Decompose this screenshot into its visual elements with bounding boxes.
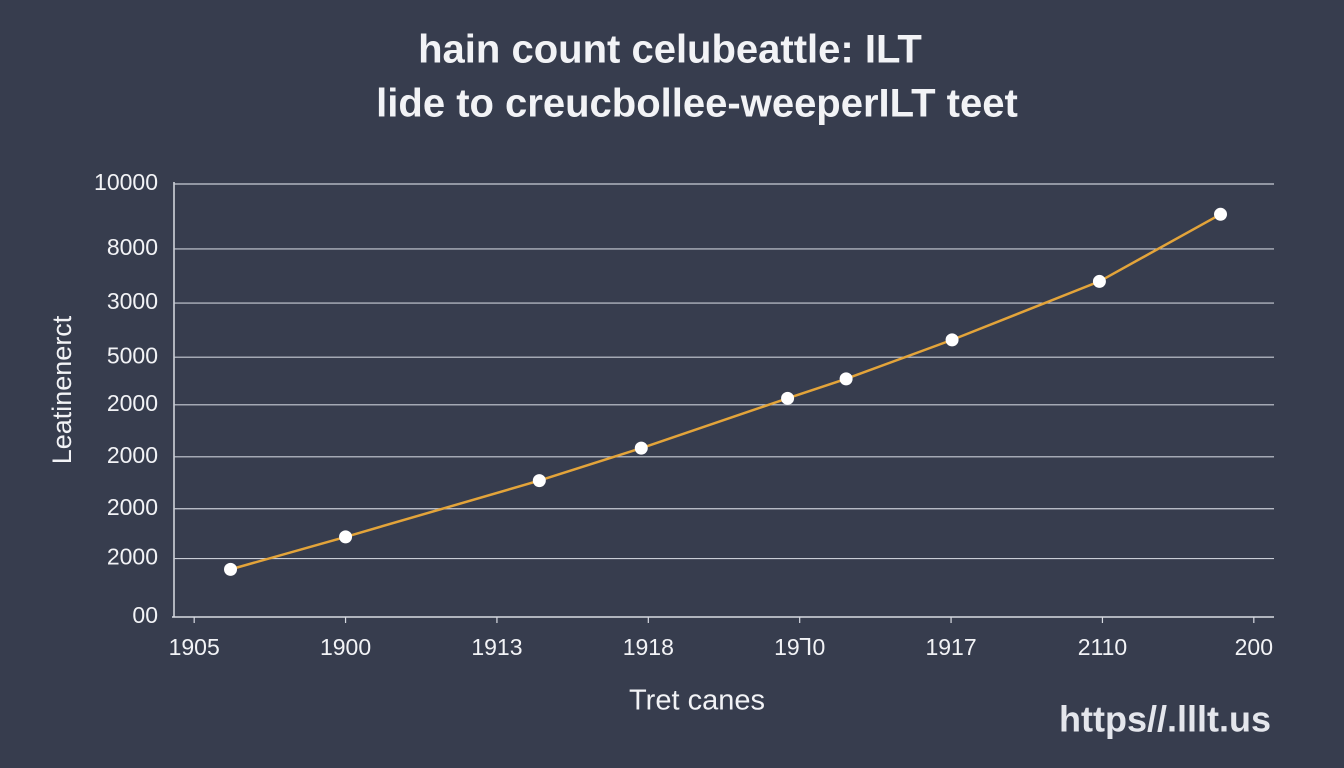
data-point: [839, 372, 853, 386]
chart-title: hain count celubeattle: ILT: [418, 28, 922, 72]
x-tick-label: 1917: [925, 634, 976, 660]
data-point: [339, 530, 353, 544]
y-tick-label: 8000: [107, 234, 158, 260]
x-tick-label: 1905: [169, 634, 220, 660]
x-tick-label: 2110: [1078, 634, 1127, 660]
data-point: [781, 391, 795, 405]
data-point: [1214, 207, 1228, 221]
chart-subtitle: lide to creucbollee-weeperILT teet: [376, 82, 1018, 126]
data-point: [1092, 274, 1106, 288]
data-point: [532, 474, 546, 488]
y-tick-label: 5000: [107, 342, 158, 368]
y-tick-label: 00: [132, 602, 158, 628]
series-line: [230, 213, 1222, 571]
x-tick-label: 19Ꞁ0: [774, 634, 825, 660]
x-tick-label: 200: [1235, 634, 1273, 660]
x-tick-label: 1918: [623, 634, 674, 660]
x-tick-label: 1913: [471, 634, 522, 660]
x-tick-label: 1900: [320, 634, 371, 660]
y-axis-label: Leatinenerct: [47, 315, 77, 464]
y-tick-label: 2000: [107, 494, 158, 520]
y-tick-label: 2000: [107, 390, 158, 416]
data-point: [224, 562, 238, 576]
y-tick-label: 10000: [94, 169, 158, 195]
data-point: [945, 333, 959, 347]
y-tick-label: 3000: [107, 288, 158, 314]
watermark: https//.lllt.us: [1059, 699, 1271, 740]
y-tick-label: 2000: [107, 442, 158, 468]
y-tick-label: 2000: [107, 544, 158, 570]
data-point: [634, 441, 648, 455]
x-axis-label: Tret canes: [629, 685, 765, 717]
